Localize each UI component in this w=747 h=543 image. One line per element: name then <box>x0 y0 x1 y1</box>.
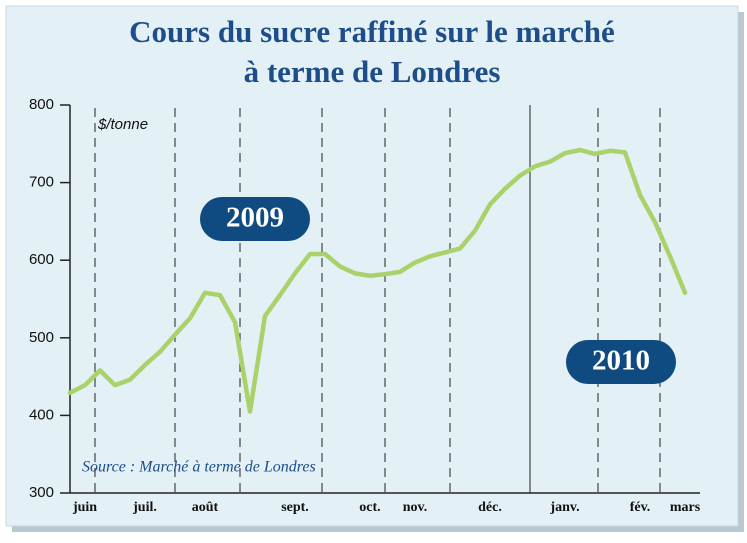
annotation: 2009 <box>226 202 284 234</box>
x-tick-label: sept. <box>281 500 309 515</box>
annotation-pill <box>200 197 310 241</box>
chart-title: Cours du sucre raffiné sur le marché <box>129 14 615 49</box>
annotation: 2010 <box>592 345 650 377</box>
y-tick-label: 700 <box>29 174 54 191</box>
x-tick-label: fév. <box>630 500 651 515</box>
source: Source : Marché à terme de Londres <box>82 459 316 476</box>
x-tick-label: oct. <box>359 500 380 515</box>
panel <box>5 5 739 527</box>
x-tick-label: juil. <box>132 500 157 515</box>
y-tick-label: 300 <box>29 484 54 501</box>
x-tick-label: nov. <box>403 500 428 515</box>
x-tick-label: août <box>192 500 219 515</box>
y-tick-label: 600 <box>29 251 54 268</box>
x-tick-label: déc. <box>478 500 502 515</box>
chart-subtitle: à terme de Londres <box>244 54 501 89</box>
month-separators <box>94 108 661 493</box>
x-tick-label: mars <box>670 500 701 515</box>
x-tick-label: juin <box>72 500 97 515</box>
x-tick-label: janv. <box>549 500 579 515</box>
line <box>67 147 688 414</box>
annotation-pill <box>566 340 676 384</box>
unit-label: $/tonne <box>97 116 148 133</box>
y-tick-label: 400 <box>29 406 54 423</box>
y-tick-label: 800 <box>29 96 54 113</box>
y-tick-label: 500 <box>29 329 54 346</box>
